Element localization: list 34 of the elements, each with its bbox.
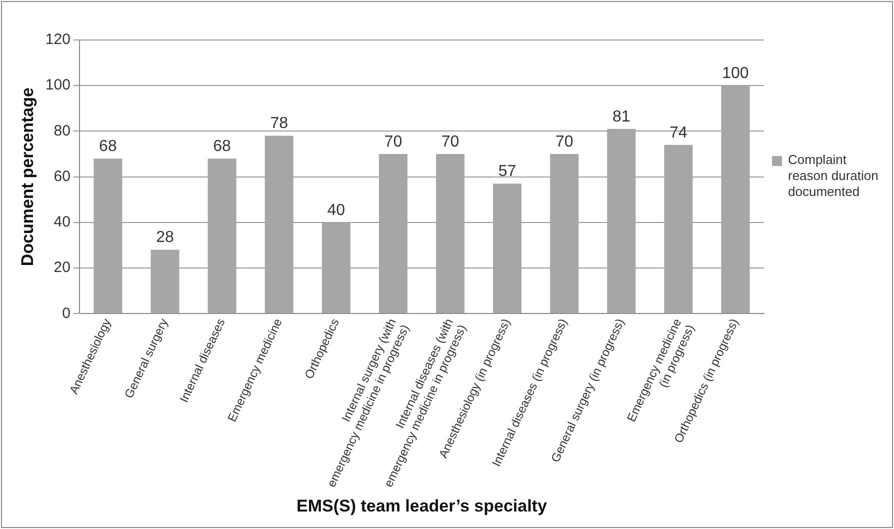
bar: [378, 154, 408, 314]
bar: [322, 222, 350, 314]
data-label: 74: [670, 124, 688, 142]
bar: [493, 184, 522, 314]
y-tick-label: 120: [45, 31, 70, 48]
x-axis-title: EMS(S) team leader’s specialty: [296, 496, 548, 516]
y-tick-label: 60: [54, 168, 70, 185]
y-axis-title: Document percentage: [18, 88, 37, 266]
data-label: 70: [441, 133, 460, 150]
data-label: 100: [722, 65, 749, 82]
y-tick-label: 100: [45, 76, 70, 94]
y-tick-label: 80: [54, 122, 70, 140]
bar: [150, 250, 180, 314]
bar: [436, 154, 464, 314]
data-label: 70: [555, 133, 574, 150]
y-tick-label: 0: [62, 304, 70, 322]
data-label: 78: [270, 115, 288, 132]
bar: [264, 136, 294, 314]
data-label: 28: [156, 229, 174, 246]
legend-label: Complaint reason duration documented: [788, 152, 880, 200]
data-label: 68: [99, 138, 117, 155]
bar: [721, 86, 750, 314]
y-tick-label: 20: [54, 259, 70, 276]
bar: [550, 154, 579, 314]
bar: [208, 158, 236, 314]
bar: [664, 144, 693, 314]
data-label: 40: [327, 202, 346, 219]
bar: [607, 128, 636, 314]
bar: [94, 158, 122, 314]
data-label: 68: [213, 138, 232, 155]
data-label: 57: [498, 163, 516, 180]
y-tick-label: 40: [54, 214, 70, 231]
data-label: 70: [384, 133, 402, 150]
data-label: 81: [612, 108, 630, 126]
